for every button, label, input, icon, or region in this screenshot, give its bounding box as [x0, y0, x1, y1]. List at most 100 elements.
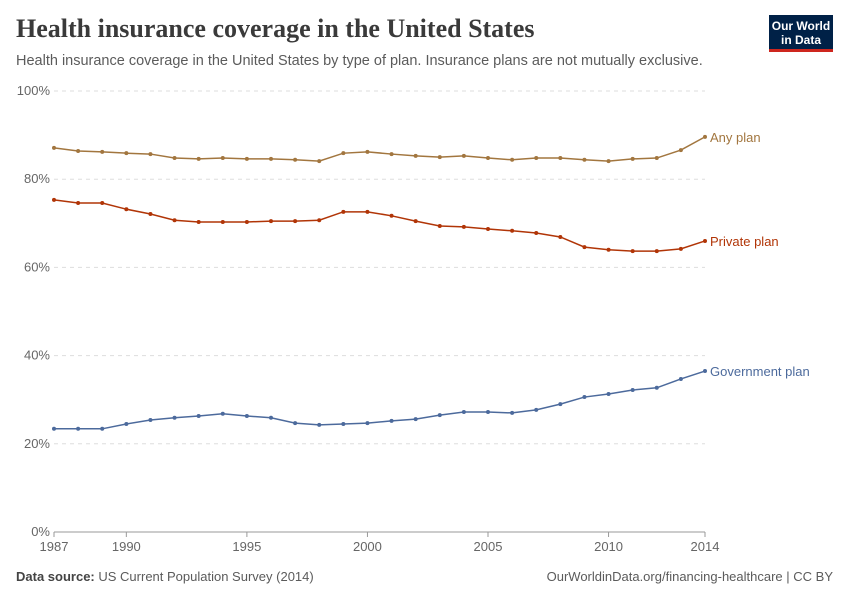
data-point: [389, 152, 394, 157]
data-point: [654, 156, 659, 161]
data-point: [678, 246, 683, 251]
source-url-link[interactable]: OurWorldinData.org/financing-healthcare …: [546, 569, 833, 584]
data-point: [269, 219, 273, 224]
data-point: [630, 387, 635, 392]
data-point: [317, 422, 322, 427]
x-tick-label: 2014: [691, 539, 720, 554]
data-point: [148, 417, 153, 422]
data-point: [389, 213, 394, 218]
chart-subtitle: Health insurance coverage in the United …: [16, 53, 703, 69]
data-point: [341, 151, 346, 156]
data-point: [534, 156, 539, 161]
y-tick-label: 0%: [31, 524, 50, 539]
data-point: [630, 249, 635, 254]
data-point: [244, 414, 249, 419]
x-tick-label: 2010: [594, 539, 623, 554]
data-point: [461, 410, 466, 415]
data-point: [124, 207, 129, 212]
data-point: [389, 418, 394, 423]
data-point: [461, 153, 466, 158]
data-point: [52, 197, 56, 202]
data-point: [437, 155, 442, 160]
x-tick-label: 1990: [112, 539, 141, 554]
data-point: [341, 209, 346, 214]
data-point: [703, 238, 707, 243]
data-point: [606, 247, 611, 252]
data-point: [293, 421, 298, 426]
data-point: [52, 145, 56, 150]
data-point: [100, 426, 105, 431]
data-point: [100, 201, 105, 206]
data-point: [413, 417, 418, 422]
y-tick-label: 20%: [24, 436, 50, 451]
data-point: [365, 421, 370, 426]
data-source: Data source: US Current Population Surve…: [16, 569, 314, 584]
data-point: [365, 149, 370, 154]
data-point: [172, 156, 177, 161]
data-point: [413, 219, 418, 224]
data-point: [654, 249, 659, 254]
data-point: [582, 395, 587, 400]
series-label: Government plan: [710, 364, 810, 379]
data-point: [558, 234, 563, 239]
y-tick-label: 40%: [24, 348, 50, 363]
data-point: [582, 245, 587, 250]
data-point: [413, 153, 418, 158]
data-point: [486, 410, 490, 415]
series-line: [53, 199, 706, 252]
data-point: [534, 231, 539, 236]
data-point: [148, 212, 153, 217]
data-point: [269, 156, 273, 161]
data-point: [437, 223, 442, 228]
owid-logo[interactable]: Our World in Data: [769, 15, 833, 52]
y-tick-label: 100%: [17, 83, 51, 98]
data-point: [172, 415, 177, 420]
data-point: [558, 402, 563, 407]
chart-title: Health insurance coverage in the United …: [16, 14, 535, 43]
data-point: [76, 148, 81, 153]
data-point: [293, 219, 298, 224]
x-tick-label: 1987: [40, 539, 69, 554]
data-point: [100, 149, 105, 154]
x-tick-label: 2005: [474, 539, 503, 554]
data-point: [678, 376, 683, 381]
data-point: [269, 415, 273, 420]
data-point: [220, 219, 225, 224]
data-point: [510, 228, 515, 233]
data-point: [76, 201, 81, 206]
data-point: [317, 218, 322, 223]
data-point: [76, 426, 81, 431]
x-tick-label: 1995: [232, 539, 261, 554]
data-point: [606, 391, 611, 396]
data-point: [437, 413, 442, 418]
data-point: [196, 156, 201, 161]
data-point: [244, 156, 249, 161]
data-point: [486, 156, 490, 161]
series-label: Private plan: [710, 234, 779, 249]
data-point: [220, 156, 225, 161]
data-point: [534, 407, 539, 412]
y-tick-label: 80%: [24, 171, 50, 186]
data-point: [365, 209, 370, 214]
data-point: [510, 410, 515, 415]
data-point: [124, 151, 129, 156]
data-point: [703, 134, 707, 139]
data-point: [244, 219, 249, 224]
data-point: [703, 369, 707, 374]
data-point: [486, 227, 490, 232]
data-point: [220, 411, 225, 416]
data-point: [293, 157, 298, 162]
data-point: [148, 152, 153, 157]
series-line: [54, 370, 706, 430]
data-point: [196, 414, 201, 419]
data-point: [196, 219, 201, 224]
series-line: [53, 136, 706, 162]
data-point: [630, 156, 635, 161]
data-point: [582, 157, 587, 162]
data-point: [341, 421, 346, 426]
data-point: [52, 426, 56, 431]
data-point: [606, 159, 611, 164]
data-point: [558, 156, 563, 161]
